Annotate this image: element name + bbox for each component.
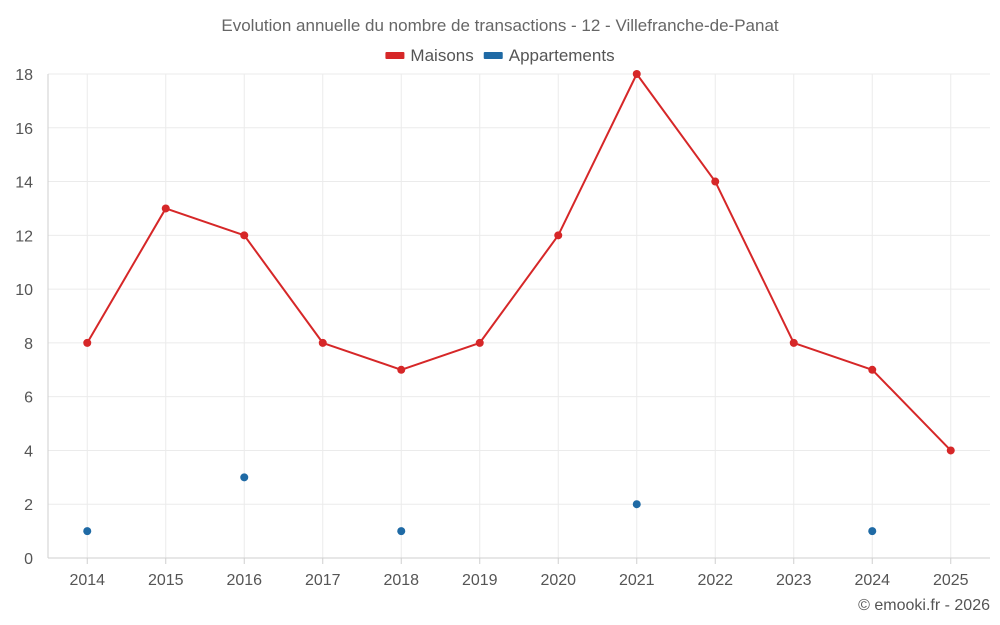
y-tick-label: 10 [15,282,33,299]
legend-label: Appartements [509,46,615,65]
axes: 0 2 4 6 8 10 12 14 16 18 2014 2015 2016 2017 2018 2019 2… [15,67,990,589]
data-point-maisons-2016[interactable] [240,231,249,240]
data-point-appartements-2021[interactable] [632,500,641,509]
data-point-maisons-2017[interactable] [318,338,327,347]
legend-swatch [385,52,405,59]
data-point-appartements-2018[interactable] [397,527,406,536]
credit-text: © emooki.fr - 2026 [858,597,990,614]
series-appartements [83,473,877,536]
legend-item-maisons[interactable]: Maisons [385,46,474,65]
data-point-maisons-2024[interactable] [868,365,877,374]
y-tick-label: 8 [24,336,33,353]
y-tick-label: 0 [24,551,33,568]
x-tick-label: 2025 [933,572,969,589]
legend-label: Maisons [410,46,473,65]
data-point-maisons-2014[interactable] [83,338,92,347]
x-tick-label: 2020 [540,572,576,589]
y-tick-label: 6 [24,390,33,407]
legend-swatch [483,52,503,59]
data-point-appartements-2016[interactable] [240,473,249,482]
x-tick-label: 2022 [697,572,733,589]
data-point-appartements-2014[interactable] [83,527,92,536]
series [83,70,955,536]
data-point-maisons-2025[interactable] [946,446,955,455]
y-tick-label: 12 [15,228,33,245]
data-point-appartements-2024[interactable] [868,527,877,536]
y-tick-label: 14 [15,175,33,192]
chart-title: Evolution annuelle du nombre de transact… [221,16,779,35]
data-point-maisons-2019[interactable] [475,338,484,347]
y-tick-label: 2 [24,497,33,514]
x-tick-label: 2019 [462,572,498,589]
data-point-maisons-2023[interactable] [789,338,798,347]
x-tick-label: 2024 [854,572,890,589]
data-point-maisons-2021[interactable] [632,70,641,78]
y-tick-label: 4 [24,443,33,460]
series-line-maisons [86,73,952,452]
data-point-maisons-2022[interactable] [711,177,720,186]
legend: Maisons Appartements [385,46,615,65]
data-point-maisons-2015[interactable] [161,204,170,213]
x-tick-label: 2016 [226,572,262,589]
x-tick-label: 2015 [148,572,184,589]
x-tick-label: 2014 [69,572,105,589]
x-tick-label: 2023 [776,572,812,589]
y-tick-label: 18 [15,67,33,84]
series-maisons [83,70,955,455]
legend-item-appartements[interactable]: Appartements [483,46,615,65]
data-point-maisons-2020[interactable] [554,231,563,240]
grid [48,73,990,559]
y-tick-label: 16 [15,121,33,138]
x-tick-label: 2021 [619,572,655,589]
x-tick-label: 2018 [383,572,419,589]
x-tick-label: 2017 [305,572,341,589]
data-point-maisons-2018[interactable] [397,365,406,374]
